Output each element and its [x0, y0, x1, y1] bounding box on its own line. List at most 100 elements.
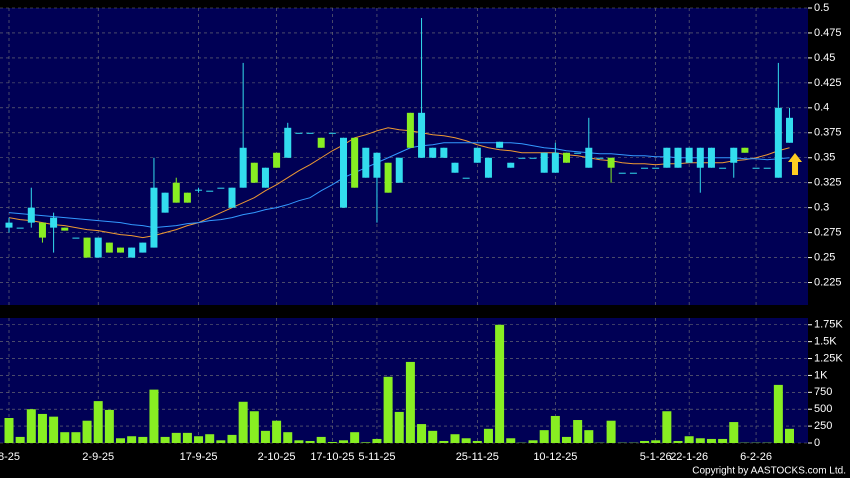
candle-body	[128, 247, 136, 258]
volume-bar	[182, 432, 192, 443]
volume-bar	[718, 438, 728, 443]
volume-bar	[695, 438, 705, 443]
candle-body	[94, 237, 102, 258]
candle-body	[596, 157, 604, 159]
y-tick-label: 1.5K	[814, 336, 837, 348]
volume-bar	[305, 440, 315, 443]
volume-bar	[461, 438, 471, 443]
candle-body	[674, 147, 682, 168]
volume-bar	[216, 440, 226, 443]
y-tick-label: 1.25K	[814, 352, 843, 364]
volume-bar	[651, 440, 661, 443]
volume-bar	[339, 440, 348, 443]
candle-body	[551, 152, 559, 173]
candle-body	[228, 187, 236, 208]
candle-body	[607, 157, 615, 168]
candle-body	[50, 217, 58, 228]
volume-bar	[26, 409, 36, 443]
candle-body	[284, 127, 292, 158]
y-tick-label: 0.25	[814, 251, 835, 263]
volume-bar	[350, 432, 360, 443]
y-tick-label: 0.4	[814, 102, 829, 114]
candle-body	[774, 107, 782, 178]
candle-body	[618, 172, 626, 174]
volume-bar	[15, 436, 25, 443]
volume-bar	[93, 401, 103, 443]
volume-bar	[372, 438, 382, 443]
volume-bar	[729, 422, 739, 443]
y-tick-label: 0.375	[814, 127, 842, 139]
candle-body	[317, 137, 325, 148]
volume-bar	[127, 436, 137, 443]
volume-bar	[71, 432, 81, 443]
volume-bar	[249, 411, 259, 443]
candle-body	[641, 167, 649, 169]
y-tick-label: 1.75K	[814, 319, 843, 331]
y-tick-label: 0.3	[814, 202, 829, 214]
volume-bar	[573, 420, 583, 443]
volume-bar	[316, 436, 326, 443]
volume-bar	[528, 440, 538, 443]
volume-bar	[138, 436, 148, 443]
candle-body	[540, 152, 548, 173]
volume-bar	[160, 436, 170, 443]
y-tick-label: 0.5	[814, 2, 829, 14]
candle-body	[395, 157, 403, 183]
y-tick-label: 0.35	[814, 152, 835, 164]
volume-bar	[4, 418, 14, 443]
candle-body	[563, 152, 570, 163]
x-tick-label: 17-9-25	[180, 451, 218, 463]
candle-body	[5, 222, 13, 228]
volume-bar	[283, 432, 293, 443]
volume-bar	[450, 434, 460, 443]
candle-body	[250, 162, 258, 183]
volume-bar	[149, 389, 159, 443]
copyright: Copyright by AASTOCKS.com Ltd.	[692, 466, 846, 477]
candle-body	[786, 117, 793, 143]
candle-body	[707, 147, 715, 168]
volume-bar	[260, 430, 270, 443]
volume-bar	[82, 420, 92, 443]
volume-bar	[472, 440, 482, 443]
candle-body	[195, 189, 203, 191]
volume-bar	[383, 376, 393, 443]
candle-body	[139, 242, 147, 253]
candle-body	[741, 147, 749, 153]
candle-body	[730, 147, 738, 163]
candle-body	[529, 157, 537, 159]
candle-body	[518, 157, 526, 159]
candle-body	[752, 167, 760, 169]
volume-bar	[684, 436, 694, 443]
volume-bar	[417, 424, 427, 443]
volume-bar	[37, 413, 47, 443]
x-tick-label: 2-9-25	[82, 451, 114, 463]
candle-body	[373, 152, 381, 178]
moving-average	[8, 142, 790, 229]
x-tick-label: 8-25	[0, 451, 20, 463]
candle-body	[161, 192, 169, 213]
volume-bar	[562, 436, 571, 443]
candle-body	[663, 147, 671, 168]
volume-bar	[706, 438, 716, 443]
candle-body	[384, 162, 392, 193]
volume-bar	[104, 409, 114, 443]
volume-bar	[584, 430, 594, 443]
candle-body	[72, 237, 80, 239]
candle-body	[507, 162, 515, 168]
candle-body	[652, 167, 660, 169]
candle-body	[306, 132, 314, 134]
candle-body	[351, 137, 359, 188]
candle-body	[217, 187, 225, 189]
volume-bar	[773, 384, 783, 443]
x-tick-label: 5-1-26	[640, 451, 672, 463]
candle-body	[206, 190, 214, 192]
volume-bar	[439, 440, 449, 443]
volume-bar	[171, 432, 181, 443]
arrow-icon	[788, 153, 802, 175]
candle-body	[362, 147, 370, 178]
candle-body	[484, 157, 492, 178]
candle-body	[496, 141, 504, 148]
x-tick-label: 17-10-25	[310, 451, 354, 463]
candle-body	[462, 177, 470, 179]
